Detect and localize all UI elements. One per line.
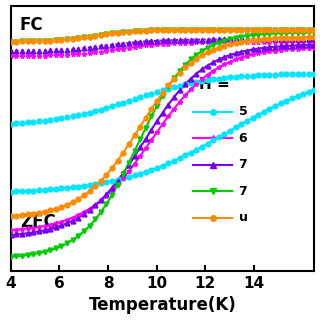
Text: 7: 7 (238, 158, 247, 171)
Text: ZFC: ZFC (20, 212, 56, 231)
X-axis label: Temperature(K): Temperature(K) (89, 296, 236, 315)
Text: H =: H = (199, 77, 230, 92)
Text: 5: 5 (238, 105, 247, 118)
Text: u: u (238, 212, 247, 224)
Text: 6: 6 (238, 132, 247, 145)
Text: FC: FC (20, 16, 44, 34)
Text: 7: 7 (238, 185, 247, 198)
